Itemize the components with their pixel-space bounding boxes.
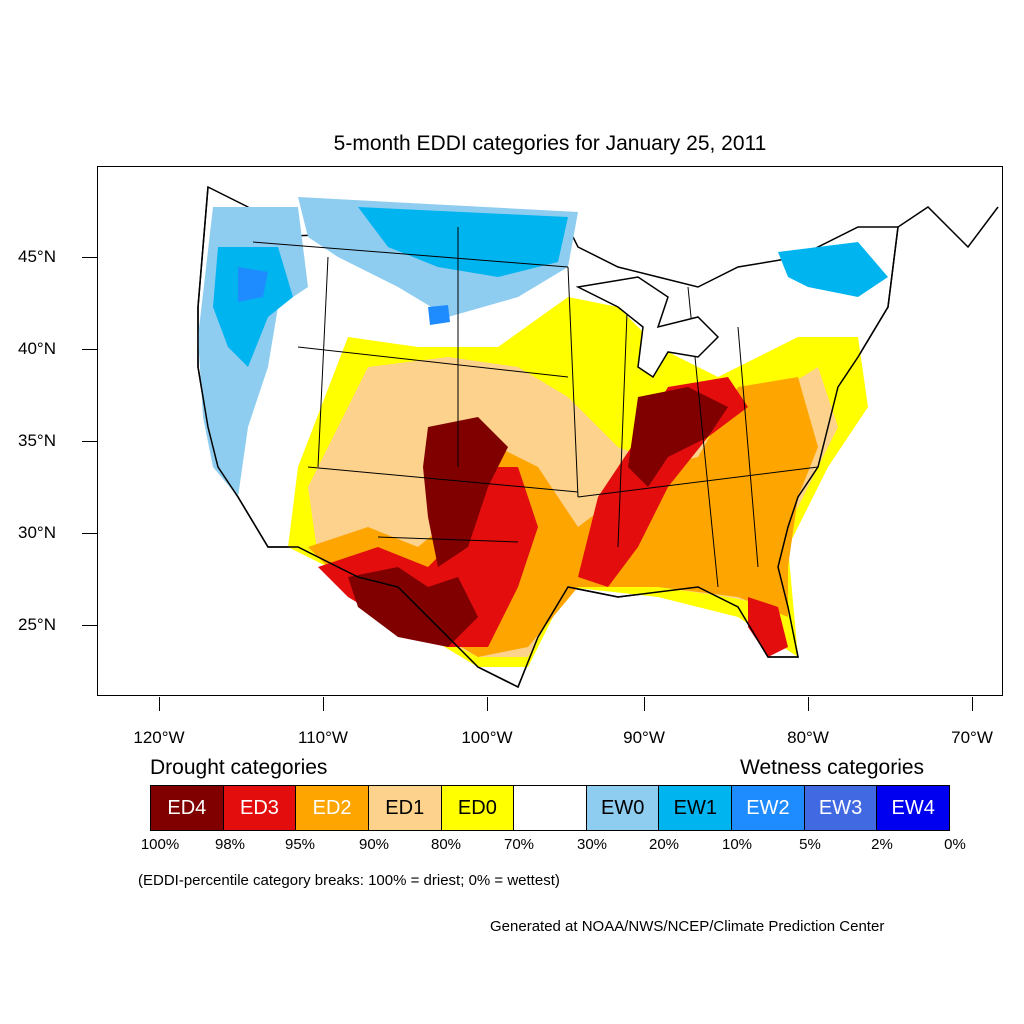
lat-label-40: 40°N [18, 339, 56, 358]
ne-wet-ew1 [778, 242, 888, 297]
pct-100: 100% [140, 836, 180, 853]
pnw-wet-ew1 [213, 247, 293, 367]
legend-swatch-ew2: EW2 [732, 786, 805, 830]
pct-5: 5% [799, 836, 821, 853]
legend-swatch-ew0: EW0 [586, 786, 660, 830]
coastline [197, 186, 999, 689]
legend-swatch-ew3: EW3 [804, 786, 878, 830]
lon-tick-110 [323, 697, 324, 711]
pct-0: 0% [944, 836, 966, 853]
legend-swatch-neutral [514, 786, 587, 830]
lat-label-45: 45°N [18, 247, 56, 266]
map-frame [97, 166, 1003, 696]
lon-label-100: 100°W [461, 728, 513, 747]
legend-swatch-ew1: EW1 [659, 786, 733, 830]
lat-label-35: 35°N [18, 431, 56, 450]
lon-tick-80 [808, 697, 809, 711]
ed3-florida [748, 597, 788, 657]
pct-70: 70% [503, 836, 535, 853]
lat-tick-45 [82, 257, 97, 258]
map-title: 5-month EDDI categories for January 25, … [333, 132, 767, 155]
north-wet-ew2 [428, 305, 450, 325]
lat-label-25: 25°N [18, 615, 56, 634]
breaks-note: (EDDI-percentile category breaks: 100% =… [138, 872, 560, 889]
pct-10: 10% [721, 836, 753, 853]
legend-bar: ED4 ED3 ED2 ED1 ED0 EW0 EW1 EW2 EW3 EW4 [150, 785, 950, 831]
pct-2: 2% [871, 836, 893, 853]
pct-30: 30% [576, 836, 608, 853]
north-wet-ew1 [358, 207, 568, 277]
legend-swatch-ew4: EW4 [877, 786, 950, 830]
lon-label-90: 90°W [623, 728, 665, 747]
great-lakes [575, 276, 720, 379]
wetness-heading: Wetness categories [740, 756, 925, 779]
lon-tick-70 [972, 697, 973, 711]
lon-label-110: 110°W [298, 728, 348, 747]
pnw-wet-ew2 [238, 267, 268, 302]
legend-swatch-ed4: ED4 [151, 786, 224, 830]
ed4-ohio [628, 387, 728, 487]
lon-label-80: 80°W [787, 728, 829, 747]
lon-tick-100 [487, 697, 488, 711]
lat-tick-25 [82, 625, 97, 626]
ed4-oklahoma [423, 417, 508, 567]
lat-tick-35 [82, 441, 97, 442]
ed4-texas [348, 567, 478, 647]
pct-98: 98% [214, 836, 246, 853]
legend-swatch-ed3: ED3 [223, 786, 297, 830]
state-borders [252, 227, 819, 588]
pct-80: 80% [430, 836, 462, 853]
legend-swatch-ed1: ED1 [368, 786, 442, 830]
pct-20: 20% [648, 836, 680, 853]
pct-90: 90% [358, 836, 390, 853]
credit-line: Generated at NOAA/NWS/NCEP/Climate Predi… [490, 918, 885, 935]
lon-tick-120 [159, 697, 160, 711]
drought-heading: Drought categories [150, 756, 328, 779]
pct-95: 95% [284, 836, 316, 853]
legend-swatch-ed2: ED2 [296, 786, 369, 830]
lat-label-30: 30°N [18, 523, 56, 542]
lon-label-120: 120°W [133, 728, 185, 747]
lon-label-70: 70°W [951, 728, 993, 747]
lon-tick-90 [644, 697, 645, 711]
lat-tick-30 [82, 533, 97, 534]
lat-tick-40 [82, 349, 97, 350]
eddi-map [197, 185, 999, 689]
legend-swatch-ed0: ED0 [441, 786, 515, 830]
